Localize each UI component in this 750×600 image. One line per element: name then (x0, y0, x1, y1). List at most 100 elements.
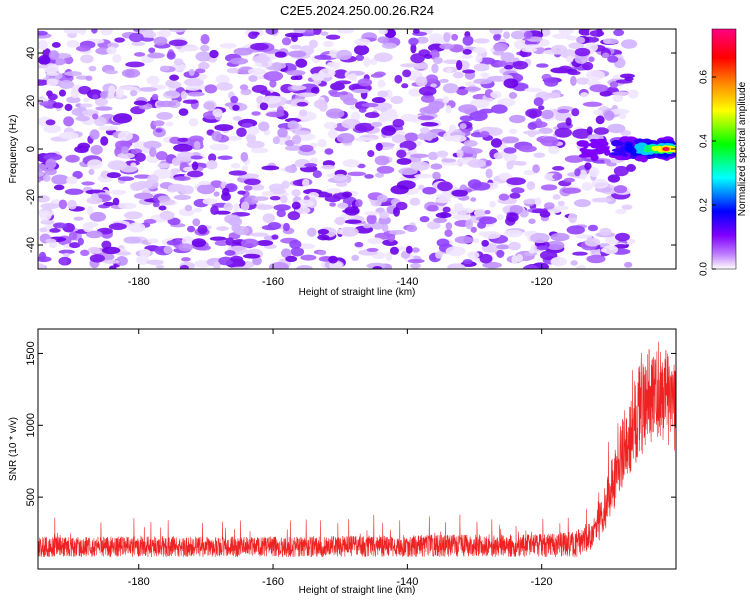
heatmap-cell (408, 37, 419, 46)
heatmap-cell (573, 199, 591, 208)
heatmap-cell (479, 253, 493, 264)
heatmap-cell (582, 101, 603, 107)
heatmap-cell (321, 164, 336, 170)
heatmap-cell (477, 221, 487, 229)
heatmap-cell (543, 202, 555, 210)
heatmap-cell (473, 63, 490, 72)
heatmap-cell (290, 247, 305, 257)
heatmap-cell (458, 104, 478, 114)
heatmap-cell (482, 261, 503, 269)
heatmap-cell (335, 182, 348, 187)
heatmap-cell (213, 191, 220, 197)
heatmap-cell (342, 159, 360, 168)
heatmap-cell (117, 152, 135, 159)
heatmap-cell (576, 36, 586, 44)
heatmap-cell (188, 68, 195, 76)
heatmap-cell (219, 42, 237, 49)
heatmap-cell (373, 71, 386, 77)
heatmap-cell (65, 154, 80, 163)
heatmap-cell (165, 121, 174, 127)
heatmap-cell (412, 29, 420, 34)
heatmap-cell (75, 115, 90, 122)
heatmap-cell (524, 87, 542, 93)
heatmap-cell (376, 165, 395, 174)
heatmap-cell (272, 136, 280, 145)
heatmap-cell (159, 210, 175, 221)
heatmap-cell (581, 182, 593, 191)
heatmap-cell (439, 43, 455, 50)
heatmap-cell (64, 103, 73, 112)
heatmap-cell (155, 151, 168, 161)
heatmap-cell (489, 200, 496, 208)
heatmap-cell (417, 115, 435, 121)
heatmap-cell (206, 160, 218, 170)
heatmap-cell (323, 121, 338, 130)
heatmap-cell (168, 81, 182, 89)
heatmap-cell (289, 239, 302, 249)
heatmap-cell (295, 58, 308, 68)
heatmap-cell (561, 187, 582, 194)
heatmap-cell (225, 237, 235, 246)
heatmap-cell (575, 234, 593, 239)
heatmap-cell (425, 131, 434, 142)
heatmap-signal-cell (582, 140, 589, 149)
heatmap-cell (265, 111, 285, 118)
heatmap-cell (147, 174, 159, 184)
heatmap-cell (299, 144, 314, 153)
heatmap-cell (121, 68, 141, 78)
heatmap-cell (92, 94, 99, 100)
heatmap-cell (283, 222, 290, 232)
heatmap-cell (280, 195, 288, 204)
heatmap-cell (265, 29, 278, 35)
heatmap-cell (432, 56, 443, 65)
heatmap-cell (375, 142, 383, 151)
heatmap-cell (214, 124, 234, 132)
heatmap-cell (241, 122, 254, 128)
snr-series-line (38, 341, 676, 558)
heatmap-cell (237, 190, 246, 195)
heatmap-cell (203, 101, 215, 110)
heatmap-cell (362, 223, 372, 229)
heatmap-cell (620, 39, 638, 49)
heatmap-cell (496, 249, 505, 258)
heatmap-cell (151, 93, 159, 101)
heatmap-signal-cell (672, 149, 676, 153)
heatmap-cell (284, 118, 302, 123)
heatmap-cell (423, 53, 433, 60)
heatmap-cell (442, 83, 459, 94)
heatmap-cell (117, 176, 135, 182)
heatmap-cell (344, 206, 360, 216)
heatmap-cell (510, 30, 526, 40)
heatmap-cell (361, 102, 379, 108)
heatmap-cell (209, 143, 230, 151)
heatmap-cell (250, 183, 265, 191)
heatmap-cell (444, 229, 453, 237)
heatmap-cell (86, 197, 103, 205)
heatmap-cell (400, 63, 420, 68)
heatmap-cell (291, 34, 298, 43)
heatmap-cell (481, 239, 489, 247)
heatmap-cell (243, 178, 261, 186)
heatmap-cell (81, 181, 95, 186)
heatmap-cell (539, 250, 558, 261)
heatmap-cell (348, 73, 358, 82)
heatmap-cell (52, 102, 64, 109)
heatmap-cell (503, 147, 517, 154)
heatmap-cell (336, 29, 354, 34)
heatmap-cell (110, 189, 127, 195)
heatmap-cell (187, 225, 196, 233)
heatmap-cell (410, 53, 425, 64)
heatmap-cell (472, 238, 480, 244)
heatmap-cell (108, 223, 127, 231)
heatmap-cell (609, 81, 619, 89)
heatmap-cell (527, 122, 537, 130)
heatmap-cell (208, 153, 217, 162)
heatmap-cell (296, 101, 309, 107)
heatmap-cell (173, 143, 193, 152)
heatmap-cell (223, 202, 234, 211)
heatmap-cell (68, 231, 78, 241)
heatmap-cell (261, 95, 282, 104)
heatmap-cell (523, 30, 533, 40)
heatmap-cell (406, 225, 418, 233)
heatmap-cell (276, 209, 286, 218)
